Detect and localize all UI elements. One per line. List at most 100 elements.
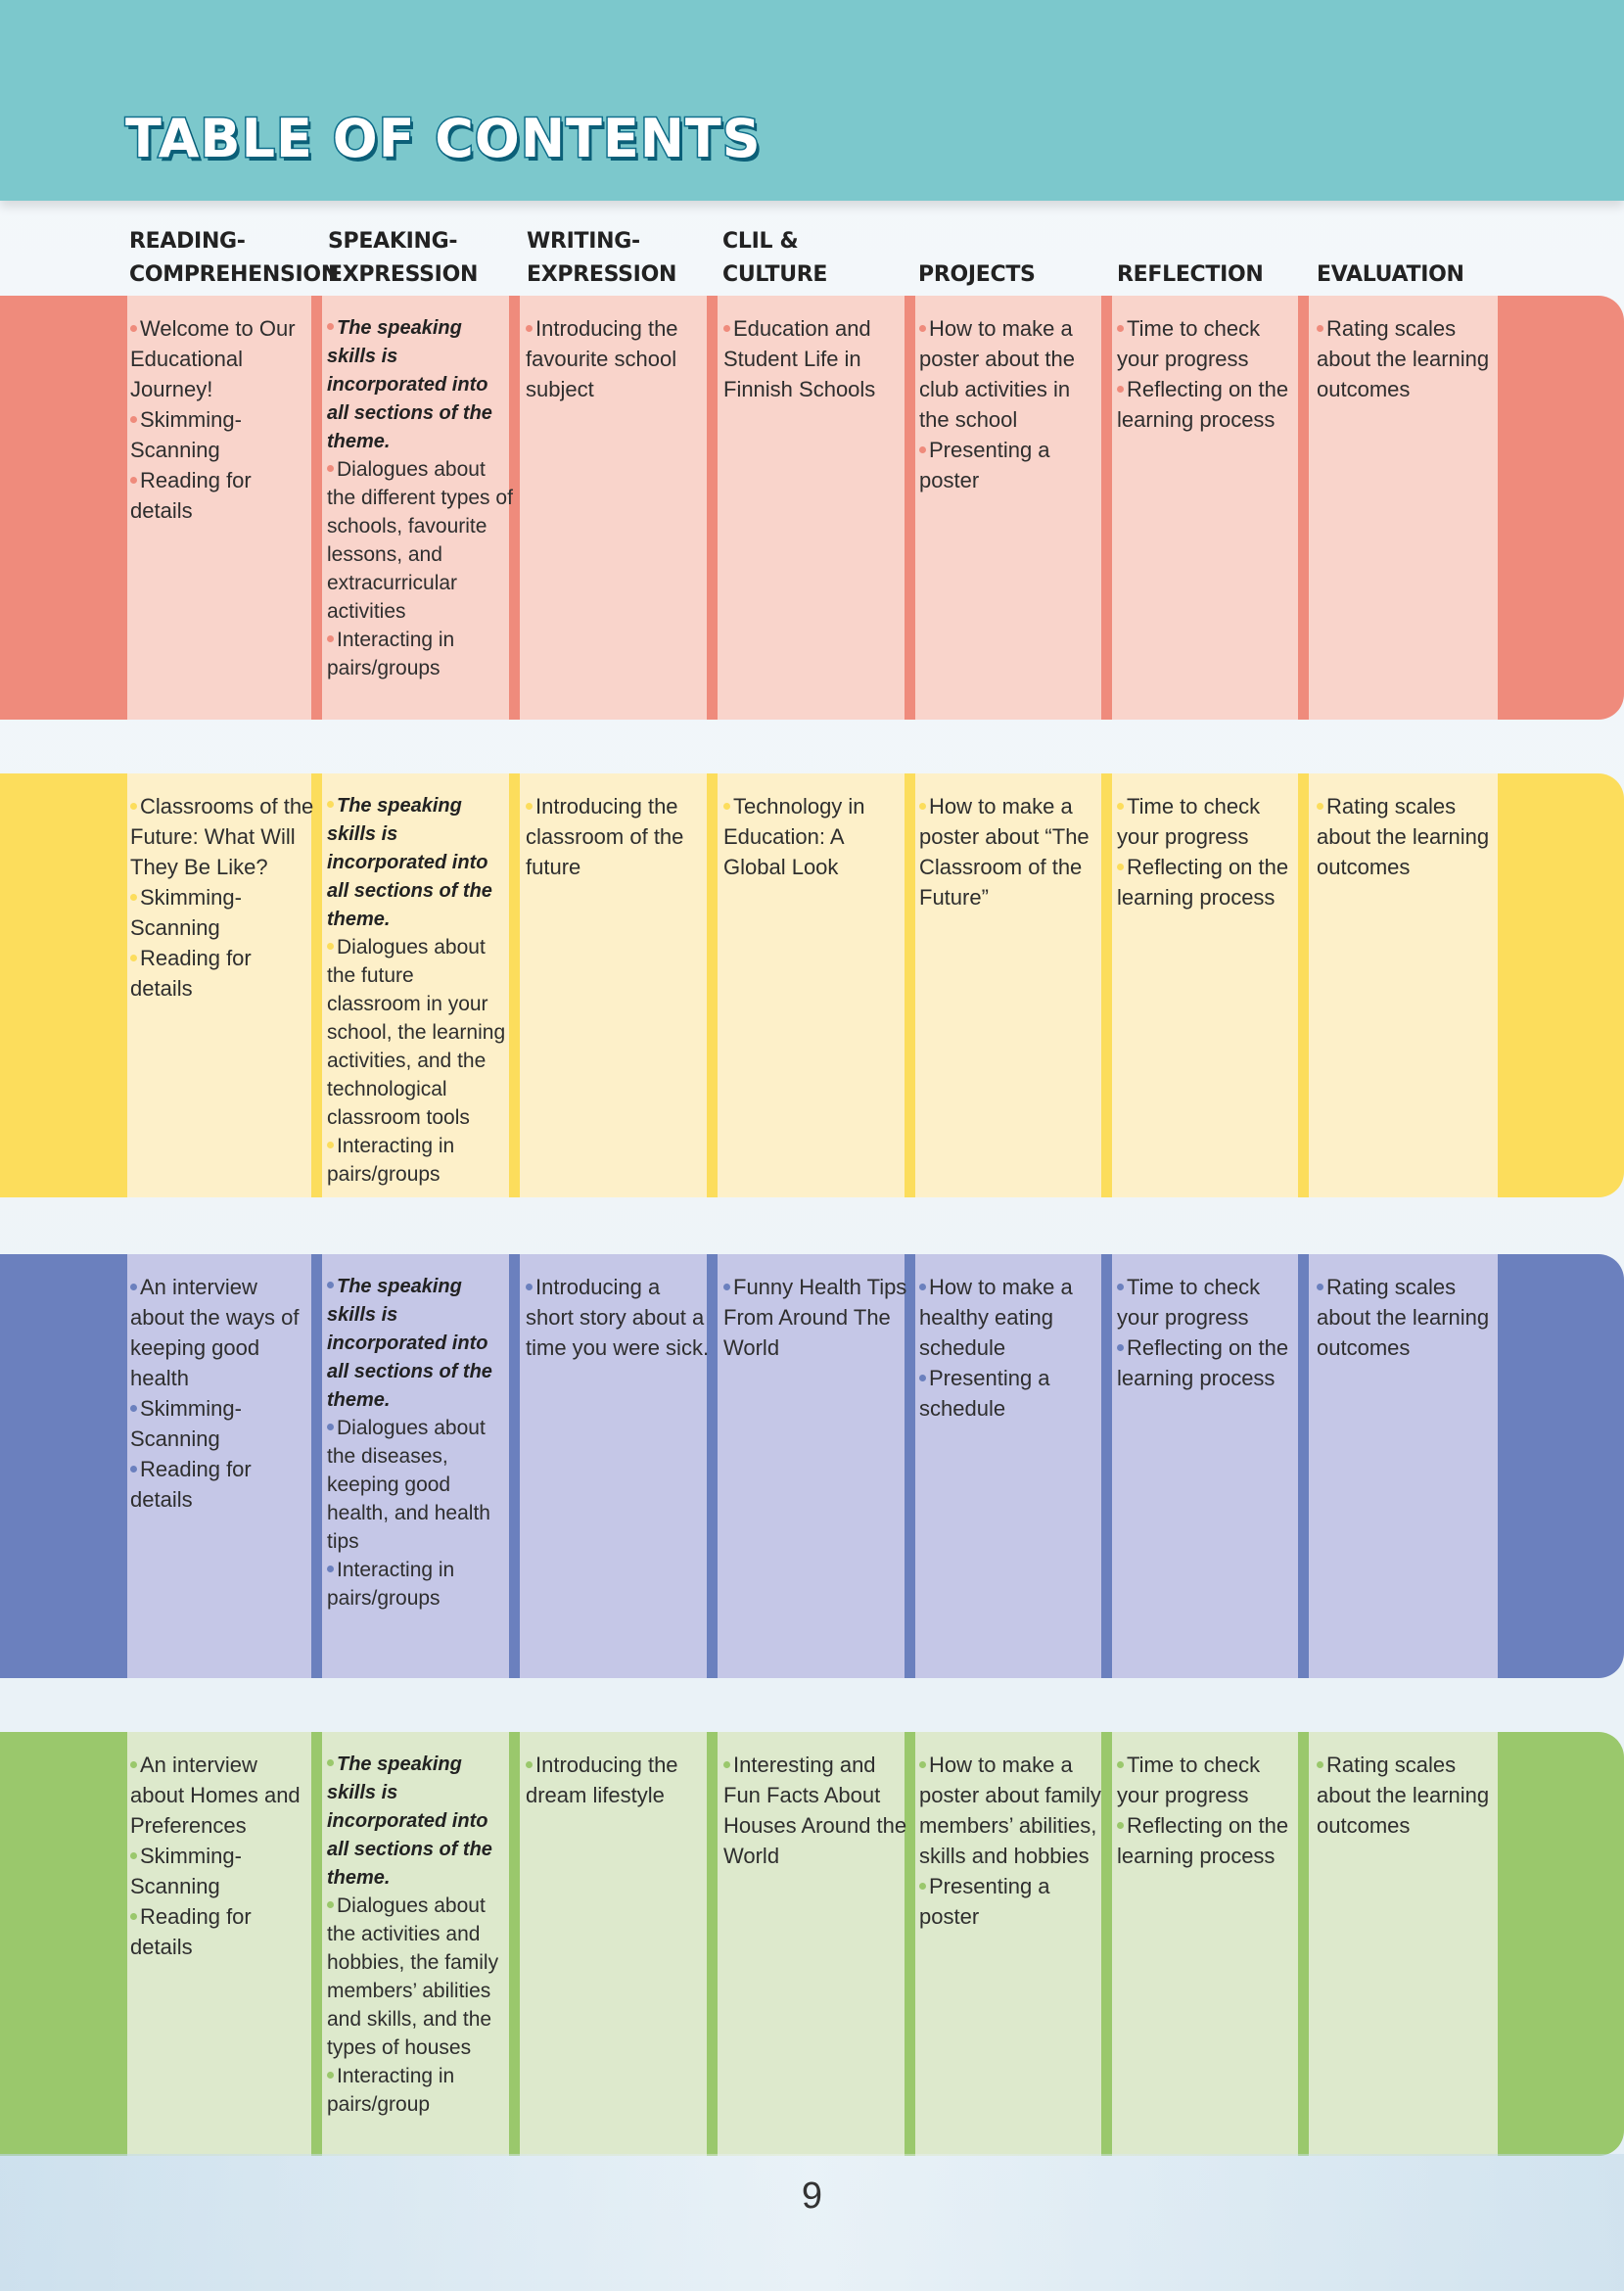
bullet-icon [1317,1761,1323,1769]
list-item: Rating scales about the learning outcome… [1317,1272,1503,1363]
row-color-bar-right [1498,1732,1624,2156]
item-text: Introducing the favourite school subject [526,316,678,401]
item-text: Reading for details [130,1457,252,1512]
header-line-2: PROJECTS [918,262,1036,287]
list-item: An interview about Homes and Preferences [130,1750,316,1841]
bullet-icon [327,1901,334,1909]
item-text: Reading for details [130,1904,252,1959]
column-divider [707,296,718,720]
item-text: Time to check your progress [1117,1753,1261,1807]
bullet-icon [327,1282,334,1289]
list-item: Introducing a short story about a time y… [526,1272,712,1363]
list-item: Introducing the favourite school subject [526,313,712,404]
column-divider [1101,1254,1112,1678]
header-projects: PROJECTS [918,258,1104,292]
item-text: Rating scales about the learning outcome… [1317,1275,1490,1360]
item-text: Skimming-Scanning [130,1844,242,1898]
list-item: Interacting in pairs/groups [327,1556,513,1613]
item-text: Rating scales about the learning outcome… [1317,316,1490,401]
column-divider [905,1254,915,1678]
cell-evaluation: Rating scales about the learning outcome… [1317,1272,1503,1363]
column-divider [509,1254,520,1678]
list-item: Reflecting on the learning process [1117,374,1303,435]
item-text: Interacting in pairs/groups [327,629,455,679]
bullet-icon [919,446,926,454]
list-item: Interesting and Fun Facts About Houses A… [723,1750,909,1871]
column-divider [905,1732,915,2156]
item-text: The speaking skills is incorporated into… [327,1276,492,1411]
list-item: Reading for details [130,943,316,1004]
list-item: Reflecting on the learning process [1117,1333,1303,1393]
item-text: Dialogues about the activities and hobbi… [327,1894,499,2059]
column-divider [1101,1732,1112,2156]
bullet-icon [130,894,137,902]
header-line-2: EXPRESSION [328,262,479,287]
item-text: How to make a poster about “The Classroo… [919,794,1090,910]
bullet-icon [130,325,137,333]
bullet-icon [1317,803,1323,811]
cell-evaluation: Rating scales about the learning outcome… [1317,791,1503,882]
item-text: Reading for details [130,468,252,523]
column-divider [707,773,718,1197]
cell-projects: How to make a poster about family member… [919,1750,1105,1932]
cell-clil-culture: Interesting and Fun Facts About Houses A… [723,1750,909,1871]
bullet-icon [327,465,334,473]
bullet-icon [327,1759,334,1767]
column-divider [311,773,322,1197]
bullet-icon [130,1284,137,1291]
bullet-icon [327,2072,334,2080]
cell-reflection: Time to check your progress Reflecting on… [1117,1750,1303,1871]
header-line-2: CLIL & CULTURE [722,229,828,287]
bullet-icon [327,943,334,951]
bullet-icon [130,1466,137,1473]
theme-row-red: Welcome to Our Educational Journey! Skimm… [0,296,1624,720]
item-text: Time to check your progress [1117,794,1261,849]
cell-reading-comprehension: An interview about Homes and Preferences… [130,1750,316,1962]
bullet-icon [130,1913,137,1921]
cell-clil-culture: Education and Student Life in Finnish Sc… [723,313,909,404]
list-item: Introducing the classroom of the future [526,791,712,882]
list-item: Time to check your progress [1117,791,1303,852]
cell-speaking-expression: The speaking skills is incorporated into… [327,1750,513,2119]
column-divider [311,1732,322,2156]
column-divider [509,773,520,1197]
bullet-icon [1117,325,1124,333]
item-text: Rating scales about the learning outcome… [1317,794,1490,879]
bullet-icon [526,803,533,811]
column-divider [311,296,322,720]
cell-reading-comprehension: An interview about the ways of keeping g… [130,1272,316,1515]
list-item: Interacting in pairs/group [327,2062,513,2119]
item-text: Presenting a poster [919,1874,1050,1929]
cell-clil-culture: Funny Health Tips From Around The World [723,1272,909,1363]
bullet-icon [327,1566,334,1573]
cell-writing-expression: Introducing a short story about a time y… [526,1272,712,1363]
bullet-icon [723,1761,730,1769]
item-text: Reading for details [130,946,252,1001]
bullet-icon [1117,386,1124,394]
item-text: Technology in Education: A Global Look [723,794,865,879]
item-text: How to make a poster about the club acti… [919,316,1076,432]
cell-reflection: Time to check your progress Reflecting on… [1117,1272,1303,1393]
header-line-2: COMPREHENSION [129,262,339,287]
cell-evaluation: Rating scales about the learning outcome… [1317,1750,1503,1841]
header-speaking-expression: SPEAKING- EXPRESSION [328,225,514,292]
cell-reflection: Time to check your progress Reflecting on… [1117,791,1303,912]
bullet-icon [130,1405,137,1413]
item-text: Skimming-Scanning [130,1396,242,1451]
item-text: Skimming-Scanning [130,885,242,940]
cell-writing-expression: Introducing the dream lifestyle [526,1750,712,1810]
item-text: The speaking skills is incorporated into… [327,317,492,452]
item-text: Time to check your progress [1117,316,1261,371]
list-item: Dialogues about the diseases, keeping go… [327,1414,513,1556]
bullet-icon [919,1284,926,1291]
cell-speaking-expression: The speaking skills is incorporated into… [327,1272,513,1613]
bullet-icon [1117,1761,1124,1769]
item-text: Dialogues about the diseases, keeping go… [327,1417,490,1553]
list-item: Skimming-Scanning [130,1393,316,1454]
list-item: Skimming-Scanning [130,404,316,465]
column-divider [1298,1732,1309,2156]
theme-row-green: An interview about Homes and Preferences… [0,1732,1624,2156]
list-item: Reading for details [130,465,316,526]
header-line-1: SPEAKING- [328,229,458,254]
list-item: The speaking skills is incorporated into… [327,791,513,933]
